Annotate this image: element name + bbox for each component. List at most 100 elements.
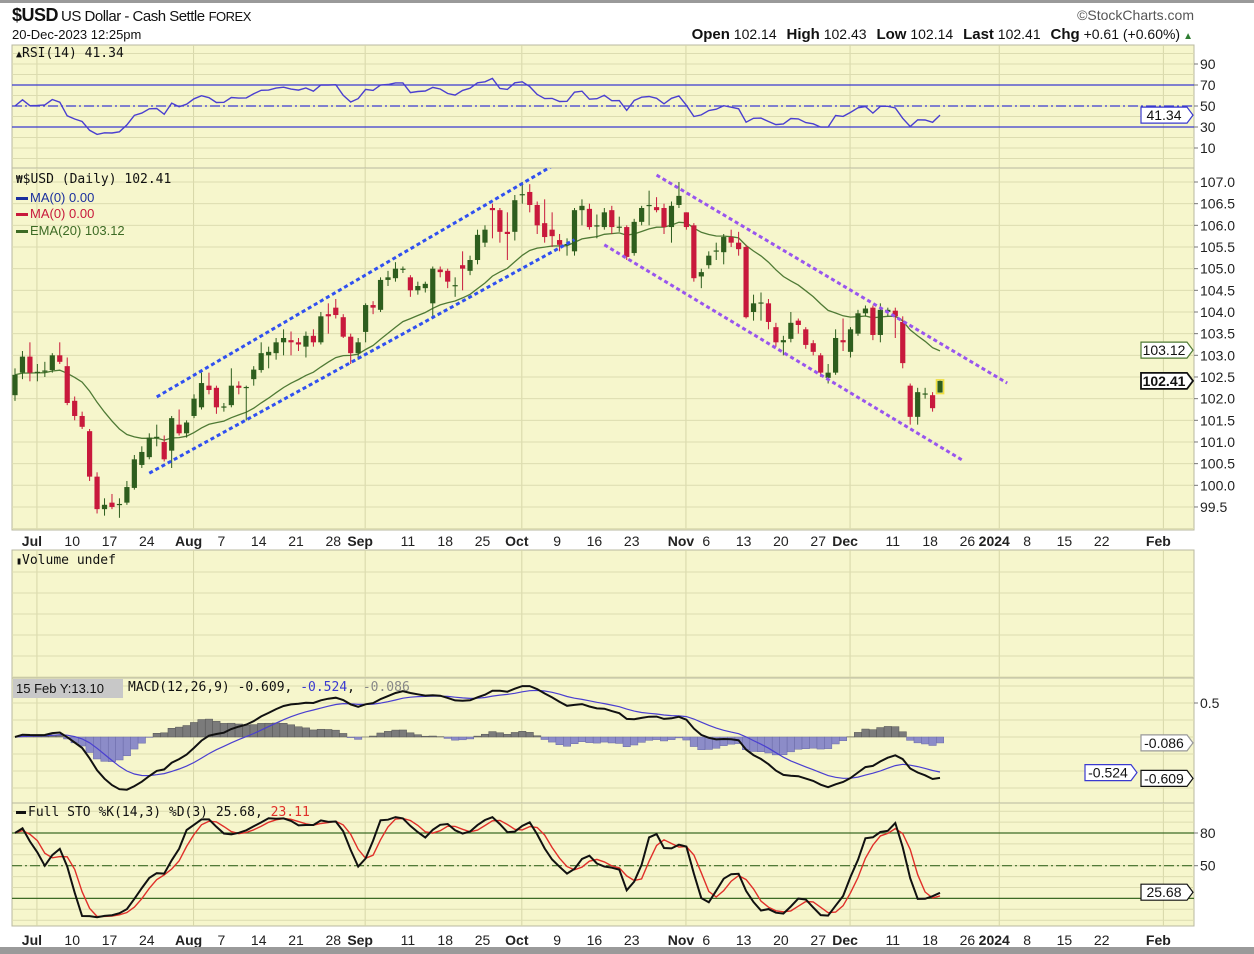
candle: [915, 392, 921, 417]
macd-histogram-bar: [622, 736, 631, 747]
candle: [788, 322, 794, 339]
candle: [713, 250, 719, 252]
volume-legend: ▮Volume undef: [16, 553, 116, 568]
x-tick-label: 26: [960, 533, 976, 549]
macd-histogram-bar: [697, 736, 706, 750]
sto-badge: [1140, 883, 1194, 901]
macd-histogram-bar: [913, 736, 922, 744]
macd-histogram-bar: [779, 736, 788, 756]
line-swatch-icon: [16, 811, 26, 814]
macd-histogram-bar: [331, 729, 340, 738]
macd-histogram-bar: [563, 736, 571, 747]
x-tick-label: 23: [624, 533, 640, 549]
candle: [847, 329, 854, 352]
x-tick-label: 18: [437, 932, 453, 948]
candle: [258, 353, 264, 371]
macd-histogram-bar: [816, 736, 825, 750]
macd-histogram-bar: [391, 729, 400, 738]
price-axis-label: 107.0: [1200, 174, 1235, 190]
chart-title: $USD US Dollar - Cash Settle FOREX: [12, 5, 251, 26]
candle: [527, 191, 533, 205]
candle: [303, 335, 309, 347]
candle: [855, 313, 861, 334]
candle: [176, 424, 182, 434]
candle: [579, 205, 585, 211]
candle: [191, 398, 197, 416]
price-axis-label: 100.0: [1200, 477, 1235, 493]
x-tick-label: 20: [773, 932, 789, 948]
macd-line: [14, 685, 941, 791]
candle: [422, 283, 428, 289]
candle: [929, 395, 936, 409]
macd-histogram-bar: [473, 735, 482, 738]
candle: [586, 208, 593, 228]
candle: [407, 277, 413, 291]
x-tick-label: 14: [251, 932, 267, 948]
rsi-label: RSI(14) 41.34: [22, 46, 124, 61]
histogram-value: -0.086: [362, 680, 410, 695]
candle: [571, 210, 578, 252]
macd-histogram-bar: [354, 736, 363, 740]
x-tick-label: 17: [102, 932, 118, 948]
macd-histogram-bar: [294, 726, 303, 738]
macd-histogram-bar: [503, 734, 512, 738]
candle: [19, 356, 26, 373]
legend-ma-blue: MA(0) 0.00: [16, 190, 94, 205]
x-tick-label: Nov: [668, 932, 695, 948]
sto-d-value: 23.11: [270, 805, 310, 820]
x-tick-label: 13: [736, 533, 752, 549]
macd-histogram-bar: [466, 736, 475, 740]
x-tick-label: 21: [288, 932, 304, 948]
candle: [124, 487, 130, 503]
macd-signal-badge: [1084, 764, 1138, 782]
signal-value: -0.524: [300, 680, 348, 695]
price-axis-label: 104.5: [1200, 282, 1235, 298]
high-label: High: [786, 26, 820, 43]
candle: [333, 307, 339, 316]
open-value: 102.14: [733, 26, 777, 42]
security-name: US Dollar - Cash Settle: [61, 8, 205, 25]
price-legend: ₩$USD (Daily) 102.41: [16, 172, 171, 187]
macd-histogram-bar: [764, 736, 773, 754]
quote-summary: Open 102.14 High 102.43 Low 102.14 Last …: [686, 26, 1193, 43]
candle: [437, 269, 443, 273]
candle: [743, 246, 749, 318]
candle: [653, 207, 660, 211]
low-label: Low: [876, 26, 907, 43]
macd-histogram-bar: [630, 736, 639, 746]
macd-histogram-bar: [637, 736, 646, 743]
sto-label: Full STO %K(14,3) %D(3) 25.68,: [28, 805, 263, 820]
x-tick-label: 21: [288, 533, 304, 549]
macd-histogram-bar: [219, 723, 228, 738]
x-tick-label: 6: [702, 932, 710, 948]
macd-histogram-bar: [533, 735, 542, 738]
candle: [736, 242, 742, 250]
legend-text: MA(0) 0.00: [30, 190, 95, 205]
x-tick-label: 11: [886, 533, 901, 549]
candle: [415, 285, 421, 291]
macd-histogram-bar: [301, 727, 310, 738]
x-tick-label: 16: [587, 533, 603, 549]
macd-histogram-bar: [182, 725, 191, 738]
x-tick-label: 6: [702, 533, 710, 549]
candle: [467, 259, 473, 271]
x-tick-label: 9: [553, 533, 561, 549]
x-tick-label: 24: [139, 932, 155, 948]
macd-histogram-bar: [689, 736, 698, 747]
candle: [72, 400, 78, 416]
macd-histogram-bar: [488, 731, 497, 738]
copyright-link[interactable]: ©StockCharts.com: [1077, 7, 1194, 23]
x-tick-label: 10: [64, 533, 80, 549]
x-tick-label: 25: [475, 533, 491, 549]
macd-histogram-bar: [525, 732, 534, 738]
macd-histogram-bar: [376, 732, 385, 738]
candle: [146, 437, 152, 458]
candle: [221, 406, 227, 408]
symbol: $USD: [12, 5, 59, 25]
sto-axis-label: 80: [1200, 825, 1216, 841]
macd-histogram-bar: [122, 736, 131, 757]
candle: [668, 205, 675, 228]
candle: [661, 207, 667, 228]
x-tick-label: Dec: [832, 932, 858, 948]
candle: [42, 370, 48, 372]
